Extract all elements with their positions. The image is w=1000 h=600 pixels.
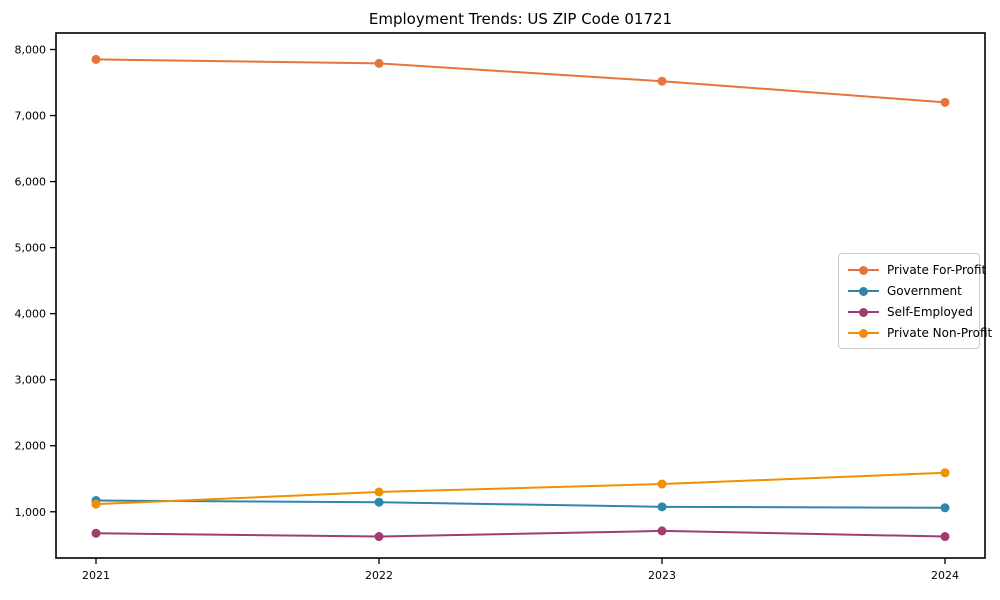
legend-label: Private Non-Profit	[887, 326, 993, 340]
y-tick-label: 7,000	[15, 110, 47, 123]
data-point-marker	[374, 497, 384, 507]
data-point-marker	[91, 528, 101, 538]
data-point-marker	[940, 468, 950, 478]
x-tick-label: 2024	[931, 569, 959, 582]
data-point-marker	[657, 526, 667, 536]
legend-label: Self-Employed	[887, 305, 973, 319]
y-tick-label: 1,000	[15, 506, 47, 519]
y-tick-label: 2,000	[15, 440, 47, 453]
legend-item-private-non-profit: Private Non-Profit	[848, 325, 992, 341]
series-line	[95, 529, 946, 538]
y-tick-label: 5,000	[15, 242, 47, 255]
data-point-marker	[940, 503, 950, 513]
y-tick-label: 8,000	[15, 44, 47, 57]
data-point-marker	[91, 54, 101, 64]
legend-label: Government	[887, 284, 962, 298]
line-marker-icon	[848, 286, 879, 296]
data-point-marker	[374, 532, 384, 542]
data-point-marker	[940, 97, 950, 107]
series-line	[95, 58, 946, 104]
data-point-marker	[940, 532, 950, 542]
legend-item-private-for-profit: Private For-Profit	[848, 262, 986, 278]
series-line	[95, 471, 946, 506]
line-marker-icon	[848, 307, 879, 317]
line-marker-icon	[848, 265, 879, 275]
axes-spines	[55, 32, 986, 559]
data-point-marker	[657, 479, 667, 489]
data-point-marker	[657, 76, 667, 86]
y-tick-label: 4,000	[15, 308, 47, 321]
x-tick-label: 2021	[82, 569, 110, 582]
data-point-marker	[374, 58, 384, 68]
series-line	[95, 499, 946, 509]
legend-label: Private For-Profit	[887, 263, 987, 277]
data-point-marker	[91, 499, 101, 509]
line-marker-icon	[848, 328, 879, 338]
legend-item-self-employed: Self-Employed	[848, 304, 973, 320]
x-tick-label: 2022	[365, 569, 393, 582]
legend-item-government: Government	[848, 283, 970, 299]
data-point-marker	[374, 487, 384, 497]
y-tick-label: 3,000	[15, 374, 47, 387]
data-point-marker	[657, 502, 667, 512]
y-tick-label: 6,000	[15, 176, 47, 189]
chart-title: Employment Trends: US ZIP Code 01721	[368, 10, 673, 28]
x-tick-label: 2023	[648, 569, 676, 582]
legend: Private For-Profit Government Self-Emplo…	[838, 253, 992, 349]
